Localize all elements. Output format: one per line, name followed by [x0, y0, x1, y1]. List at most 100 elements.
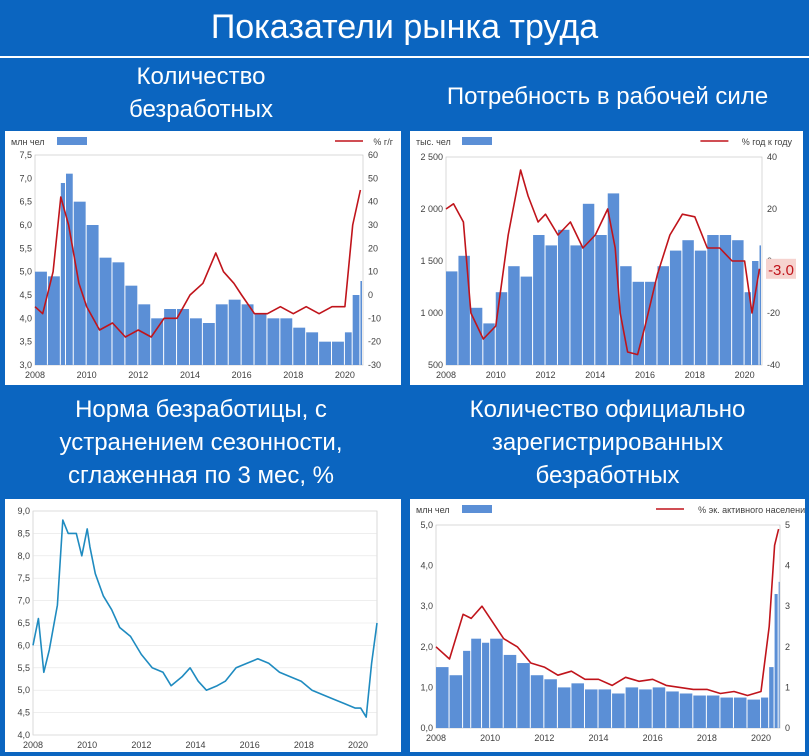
x-tick-label: 2020	[751, 733, 771, 743]
x-tick-label: 2016	[635, 370, 655, 380]
bar	[446, 271, 458, 365]
x-tick-label: 2014	[180, 370, 200, 380]
y-tick-label-left: 5,0	[420, 520, 433, 530]
bar	[436, 667, 449, 728]
bar	[582, 203, 595, 365]
y-tick-label-right: 50	[368, 173, 378, 183]
y-tick-label-left: 3,5	[19, 337, 32, 347]
x-tick-label: 2008	[23, 740, 43, 750]
bar	[112, 262, 125, 365]
y-tick-label-left: 7,5	[17, 573, 30, 583]
x-tick-label: 2008	[436, 370, 456, 380]
y-tick-label-left: 6,5	[17, 618, 30, 628]
x-tick-label: 2012	[534, 733, 554, 743]
legend-label-left: млн чел	[11, 137, 45, 147]
y-tick-label-left: 4,5	[19, 290, 32, 300]
bar	[65, 173, 73, 365]
bar	[293, 327, 306, 365]
bar	[503, 654, 517, 728]
bar	[508, 266, 520, 365]
bar	[707, 235, 719, 365]
chart-title-line: безработных	[535, 462, 680, 489]
x-tick-label: 2010	[486, 370, 506, 380]
y-tick-label-right: 60	[368, 150, 378, 160]
y-tick-label-right: 20	[368, 243, 378, 253]
bar	[652, 687, 666, 728]
x-tick-label: 2020	[335, 370, 355, 380]
y-tick-label-left: 7,5	[19, 150, 32, 160]
y-tick-label-left: 7,0	[19, 173, 32, 183]
series-line	[435, 528, 780, 697]
bar	[471, 638, 482, 728]
y-tick-label-right: -10	[368, 313, 381, 323]
y-tick-label-left: 3,0	[19, 360, 32, 370]
bar	[759, 245, 761, 365]
bar	[632, 281, 645, 365]
bar	[99, 257, 112, 365]
bar	[449, 675, 463, 728]
bar	[706, 695, 720, 728]
bar	[620, 266, 632, 365]
y-tick-label-left: 6,0	[19, 220, 32, 230]
legend-swatch-bars	[462, 137, 492, 145]
bar	[352, 295, 360, 365]
legend-swatch-bars	[57, 137, 87, 145]
y-tick-label-right: 0	[785, 723, 790, 733]
bar	[306, 332, 319, 365]
bar	[557, 687, 571, 728]
y-tick-label-left: 3,0	[420, 601, 433, 611]
bar	[733, 697, 747, 728]
bar	[747, 699, 761, 728]
chart-unemployed: 3,0 3,5 4,0 4,5 5,0 5,5 6,0 6,5 7,0 7,5 -30 -20 -10 0…	[11, 137, 394, 380]
bar	[215, 304, 228, 365]
y-tick-label-right: 20	[767, 204, 777, 214]
bar	[769, 667, 774, 728]
title-divider	[0, 56, 809, 58]
bar	[280, 318, 293, 365]
bar	[595, 235, 607, 365]
y-tick-label-right: -30	[368, 360, 381, 370]
bar	[570, 245, 582, 365]
y-tick-label-left: 5,5	[17, 663, 30, 673]
bar	[470, 307, 483, 365]
bar	[138, 304, 151, 365]
bar	[693, 695, 706, 728]
bar	[720, 697, 733, 728]
x-tick-label: 2018	[685, 370, 705, 380]
chart-title-unemployment-rate: Норма безработицы, с устранением сезонно…	[0, 393, 402, 492]
bar	[669, 250, 682, 365]
y-tick-label-right: 10	[368, 267, 378, 277]
bar	[607, 193, 620, 365]
bar	[332, 341, 344, 365]
x-tick-label: 2012	[536, 370, 556, 380]
bar	[625, 687, 639, 728]
bar	[517, 663, 530, 728]
y-tick-label-left: 4,5	[17, 708, 30, 718]
bar	[463, 650, 471, 728]
x-tick-label: 2018	[283, 370, 303, 380]
bar	[666, 691, 679, 728]
chart-title-line: зарегистрированных	[491, 429, 724, 456]
y-tick-label-left: 0,0	[420, 723, 433, 733]
bar	[267, 318, 280, 365]
bar	[47, 276, 60, 365]
y-tick-label-left: 7,0	[17, 596, 30, 606]
chart-title-line: Потребность в рабочей силе	[446, 83, 769, 110]
x-tick-label: 2016	[643, 733, 663, 743]
bar	[360, 281, 362, 365]
bar	[125, 285, 138, 365]
y-tick-label-right: 40	[368, 197, 378, 207]
y-tick-label-left: 4,0	[17, 730, 30, 740]
x-tick-label: 2008	[426, 733, 446, 743]
bar	[495, 292, 508, 365]
bar	[778, 581, 780, 728]
y-tick-label-right: 40	[767, 152, 777, 162]
chart-title-registered-unemployed: Количество официально зарегистрированных…	[406, 393, 809, 492]
y-tick-label-left: 2 000	[420, 204, 443, 214]
y-tick-label-right: 4	[785, 561, 790, 571]
chart-title-unemployed: Количество безработных	[0, 60, 402, 126]
y-tick-label-left: 1 000	[420, 308, 443, 318]
bar	[679, 693, 693, 728]
y-tick-label-right: 3	[785, 601, 790, 611]
bar	[571, 683, 584, 728]
